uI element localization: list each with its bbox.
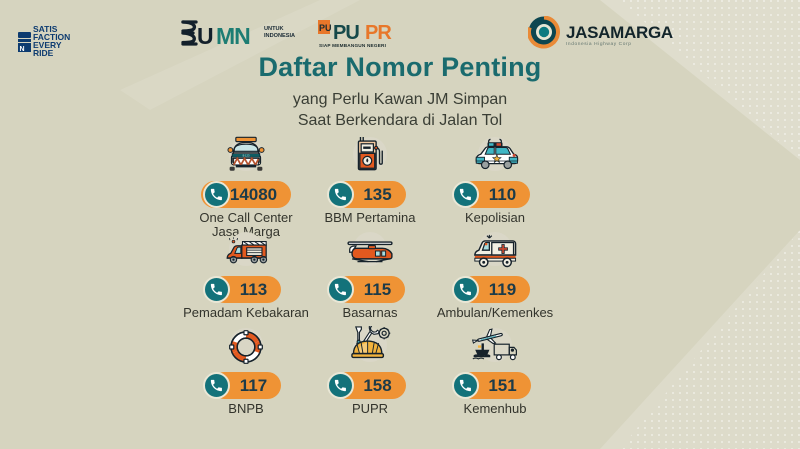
svg-text:UNTUK: UNTUK [264,26,284,32]
svg-text:Indonesia Highway Corp: Indonesia Highway Corp [566,41,631,47]
svg-text:JASAMARGA: JASAMARGA [566,23,673,42]
svg-text:INDONESIA: INDONESIA [264,33,295,39]
svg-text:PR: PR [365,22,392,44]
svg-text:PU: PU [333,22,359,44]
svg-text:U: U [197,23,213,49]
svg-text:SIAP MEMBANGUN NEGERI: SIAP MEMBANGUN NEGERI [319,43,386,48]
svg-text:B 123: B 123 [243,154,250,158]
svg-text:PU: PU [319,23,332,33]
svg-text:MN: MN [216,23,250,49]
